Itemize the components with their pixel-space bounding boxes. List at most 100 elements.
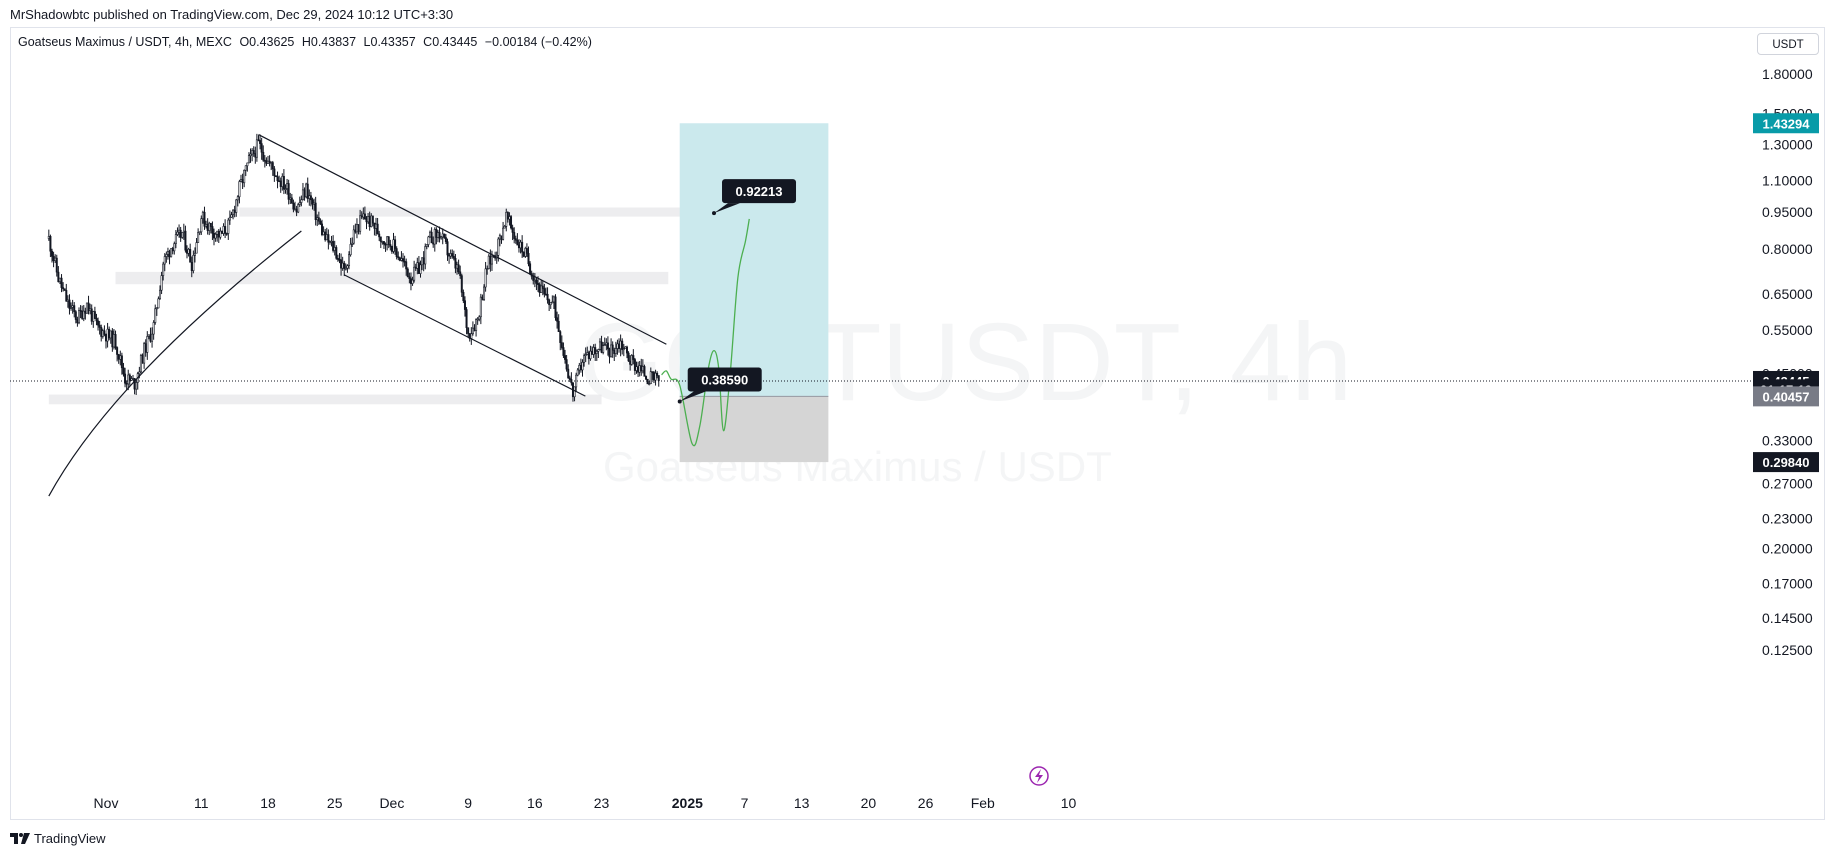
candle (397, 251, 400, 261)
candle-body (139, 354, 142, 373)
candle-body (112, 334, 115, 348)
candle-body (105, 334, 108, 342)
candle (551, 295, 554, 304)
candle (422, 251, 425, 272)
price-axis[interactable]: 1.800001.500001.300001.100000.950000.800… (1762, 66, 1813, 658)
candle-body (103, 330, 106, 335)
candle-body (378, 233, 381, 238)
candle-body (174, 234, 177, 244)
candle-body (376, 223, 379, 235)
candle (84, 307, 87, 320)
trendlines[interactable] (48, 133, 667, 497)
candle-body (216, 230, 219, 235)
candle-body (84, 310, 87, 314)
candle (66, 295, 69, 308)
candle-body (557, 320, 560, 332)
candle (211, 221, 214, 241)
candle-body (60, 277, 63, 288)
candle (527, 246, 530, 267)
candle-body (52, 256, 55, 262)
candle (532, 272, 535, 285)
chart-annotations[interactable]: 0.92213 0.38590 (677, 179, 797, 404)
candle-body (579, 365, 582, 371)
candle-body (135, 382, 138, 390)
candle (263, 155, 266, 168)
price-note-text: 0.38590 (701, 373, 748, 388)
candle-body (170, 248, 173, 258)
currency-button[interactable]: USDT (1757, 33, 1819, 55)
candle-body (524, 248, 527, 257)
x-tick-label: 26 (918, 795, 934, 811)
candle (120, 352, 123, 375)
candle (295, 205, 298, 217)
candle (76, 316, 79, 327)
candle (578, 362, 581, 375)
candle-body (127, 374, 130, 385)
candle-body (114, 334, 117, 348)
candle (206, 218, 209, 235)
candle-body (451, 253, 454, 257)
candle (344, 263, 347, 271)
price-note-0.92213: 0.92213 (712, 179, 797, 216)
candle (330, 235, 333, 247)
candle (220, 230, 223, 234)
candle (313, 198, 316, 211)
candle (274, 175, 277, 178)
candle-body (243, 169, 246, 184)
candle (594, 343, 597, 361)
candle (338, 253, 341, 264)
candle (535, 277, 538, 291)
candle (103, 325, 106, 337)
candle-body (201, 211, 204, 219)
candle-body (182, 230, 185, 233)
candle (630, 354, 633, 366)
candle (548, 298, 551, 312)
candle-body (576, 369, 579, 376)
candle-body (387, 236, 390, 245)
projection-path[interactable] (661, 218, 750, 447)
candle-body (176, 231, 179, 235)
candle-body (638, 365, 641, 373)
candle (405, 258, 408, 276)
y-tick-label: 0.14500 (1762, 610, 1813, 626)
candle (319, 218, 322, 225)
candle-body (97, 320, 100, 326)
lightning-icon[interactable] (1029, 766, 1049, 786)
candle (128, 373, 131, 386)
candle-body (57, 271, 60, 282)
candle (154, 304, 157, 325)
candle (233, 205, 236, 218)
candle-body (402, 258, 405, 262)
tradingview-logo[interactable]: TradingView (10, 831, 106, 846)
candle-body (281, 176, 284, 187)
candle (606, 336, 609, 356)
candle-body (559, 331, 562, 343)
candle-body (651, 371, 654, 373)
candle (244, 165, 247, 177)
candle-body (49, 236, 52, 252)
candle (425, 244, 428, 250)
candle (487, 254, 490, 270)
candle-body (262, 151, 265, 161)
candle-body (233, 209, 236, 213)
candle-body (230, 214, 233, 218)
time-axis[interactable]: Nov 11 18 25 Dec 9 16 23 2025 7 13 20 26 Feb 10 (94, 795, 1077, 811)
candle (581, 359, 584, 377)
candle-body (414, 266, 417, 269)
candle-body (473, 327, 476, 331)
candle (584, 347, 587, 363)
candle (178, 224, 181, 238)
candle-body (543, 288, 546, 295)
candle (74, 310, 77, 324)
candle (297, 202, 300, 214)
symbol-title[interactable]: Goatseus Maximus / USDT, 4h, MEXC (18, 35, 232, 49)
candle-body (584, 354, 587, 356)
candle (571, 382, 574, 402)
long-position-tool[interactable] (679, 123, 829, 463)
candle (471, 321, 474, 336)
candle (564, 349, 567, 364)
candle (635, 361, 638, 374)
candle-body (290, 197, 293, 204)
candle (568, 375, 571, 382)
